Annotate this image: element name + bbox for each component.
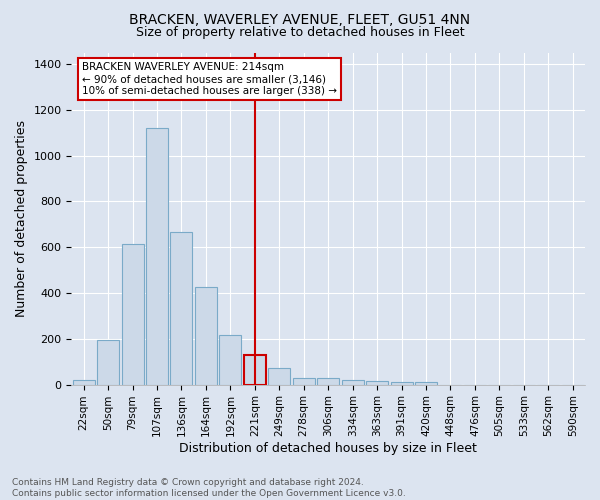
Bar [366,381,388,384]
Bar [195,288,217,384]
Text: BRACKEN, WAVERLEY AVENUE, FLEET, GU51 4NN: BRACKEN, WAVERLEY AVENUE, FLEET, GU51 4N… [130,12,470,26]
Bar [317,378,339,384]
X-axis label: Distribution of detached houses by size in Fleet: Distribution of detached houses by size … [179,442,477,455]
Bar [341,380,364,384]
Bar [415,382,437,384]
Bar [170,232,193,384]
Bar [97,340,119,384]
Bar [220,334,241,384]
Bar [73,380,95,384]
Bar [146,128,168,384]
Bar [293,378,315,384]
Bar [122,244,143,384]
Text: BRACKEN WAVERLEY AVENUE: 214sqm
← 90% of detached houses are smaller (3,146)
10%: BRACKEN WAVERLEY AVENUE: 214sqm ← 90% of… [82,62,337,96]
Text: Contains HM Land Registry data © Crown copyright and database right 2024.
Contai: Contains HM Land Registry data © Crown c… [12,478,406,498]
Y-axis label: Number of detached properties: Number of detached properties [15,120,28,317]
Bar [268,368,290,384]
Bar [391,382,413,384]
Bar [244,356,266,384]
Text: Size of property relative to detached houses in Fleet: Size of property relative to detached ho… [136,26,464,39]
